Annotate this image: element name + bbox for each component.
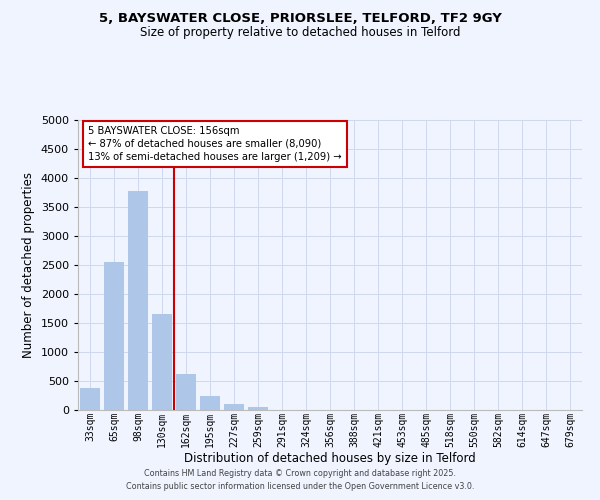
Bar [248, 407, 268, 410]
Text: Size of property relative to detached houses in Telford: Size of property relative to detached ho… [140, 26, 460, 39]
Text: 5, BAYSWATER CLOSE, PRIORSLEE, TELFORD, TF2 9GY: 5, BAYSWATER CLOSE, PRIORSLEE, TELFORD, … [98, 12, 502, 26]
Bar [200, 396, 220, 410]
X-axis label: Distribution of detached houses by size in Telford: Distribution of detached houses by size … [184, 452, 476, 465]
Bar [224, 404, 244, 410]
Text: Contains public sector information licensed under the Open Government Licence v3: Contains public sector information licen… [126, 482, 474, 491]
Text: 5 BAYSWATER CLOSE: 156sqm
← 87% of detached houses are smaller (8,090)
13% of se: 5 BAYSWATER CLOSE: 156sqm ← 87% of detac… [88, 126, 342, 162]
Text: Contains HM Land Registry data © Crown copyright and database right 2025.: Contains HM Land Registry data © Crown c… [144, 468, 456, 477]
Y-axis label: Number of detached properties: Number of detached properties [22, 172, 35, 358]
Bar [176, 374, 196, 410]
Bar [128, 191, 148, 410]
Bar [80, 388, 100, 410]
Bar [152, 314, 172, 410]
Bar [104, 262, 124, 410]
